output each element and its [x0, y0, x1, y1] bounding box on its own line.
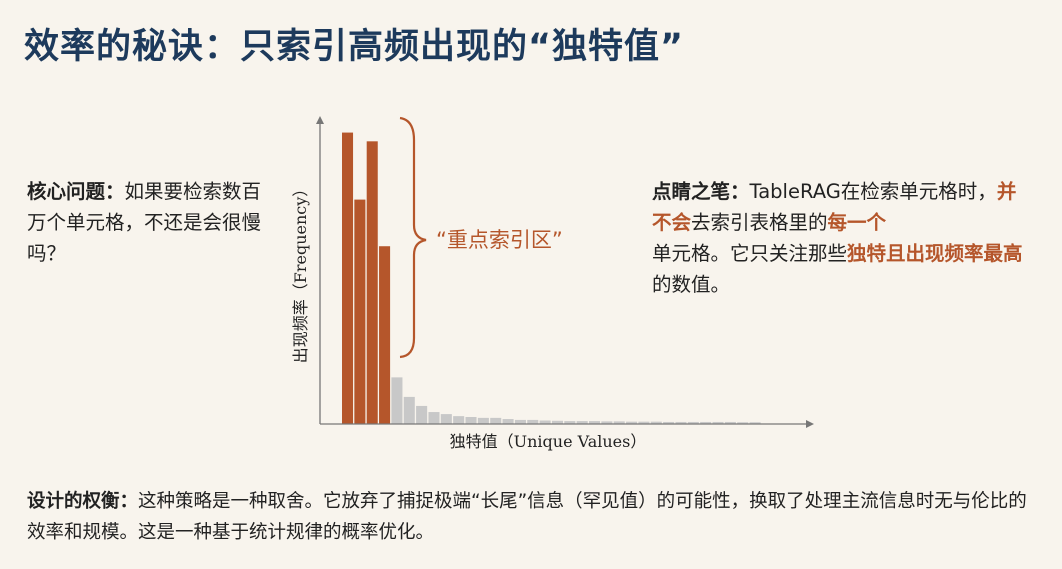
bar-long-tail [650, 421, 662, 424]
bar-high-frequency [379, 246, 391, 424]
highlight-text: 并不会 [652, 180, 1017, 234]
right-note-text: 的数值。 [652, 273, 731, 296]
x-axis-label: 独特值（Unique Values） [450, 432, 647, 451]
bar-long-tail [527, 419, 539, 424]
bar-long-tail [440, 414, 452, 424]
bottom-note-label: 设计的权衡： [27, 491, 139, 512]
bar-high-frequency [342, 132, 354, 425]
right-note-text: TableRAG在检索单元格时， [749, 180, 997, 203]
bar-long-tail [564, 421, 576, 424]
bar-long-tail [663, 421, 675, 424]
bar-long-tail [675, 421, 687, 424]
bar-long-tail [589, 421, 601, 424]
bar-long-tail [613, 421, 625, 424]
bottom-note: 设计的权衡：这种策略是一种取舍。它放弃了捕捉极端“长尾”信息（罕见值）的可能性，… [27, 486, 1037, 548]
bar-high-frequency [366, 141, 378, 425]
bar-long-tail [638, 421, 650, 424]
bar-long-tail [539, 420, 551, 424]
bar-long-tail [700, 421, 712, 424]
bar-long-tail [490, 417, 502, 424]
bar-long-tail [749, 422, 761, 424]
y-axis-arrow [316, 116, 324, 124]
right-note-label: 点睛之笔： [652, 180, 750, 203]
bar-long-tail [453, 416, 465, 424]
bar-long-tail [416, 405, 428, 424]
bar-long-tail [576, 421, 588, 424]
bar-long-tail [687, 421, 699, 424]
left-note: 核心问题：如果要检索数百万个单元格，不还是会很慢吗？ [27, 176, 267, 269]
x-axis-arrow [806, 420, 814, 428]
bar-long-tail [502, 419, 514, 424]
bar-long-tail [737, 422, 749, 424]
bar-long-tail [477, 417, 489, 424]
bars [342, 132, 761, 425]
bar-long-tail [626, 421, 638, 424]
bottom-note-text: 这种策略是一种取舍。它放弃了捕捉极端“长尾”信息（罕见值）的可能性，换取了处理主… [27, 491, 1027, 543]
highlight-text: 独特且出现频率最高 [847, 242, 1023, 265]
bar-long-tail [403, 396, 415, 424]
left-note-label: 核心问题： [27, 180, 125, 203]
bar-long-tail [428, 412, 440, 424]
bar-long-tail [391, 377, 403, 424]
highlight-text: 每一个 [827, 211, 887, 234]
focus-zone-label: “重点索引区” [436, 228, 563, 252]
right-note-text: 单元格。它只关注那些 [652, 242, 848, 265]
bar-long-tail [465, 417, 477, 424]
y-axis-label: 出现频率（Frequency） [291, 181, 310, 364]
right-note: 点睛之笔：TableRAG在检索单元格时，并不会去索引表格里的每一个单元格。它只… [652, 176, 1032, 300]
bar-long-tail [724, 421, 736, 424]
right-note-text: 去索引表格里的 [691, 211, 828, 234]
bar-high-frequency [354, 199, 366, 424]
bar-long-tail [712, 421, 724, 424]
curly-brace [399, 116, 427, 359]
left-note-text: 如果要检索数百万个单元格，不还是会很慢吗？ [27, 180, 262, 265]
bar-long-tail [514, 419, 526, 424]
bar-long-tail [551, 420, 563, 424]
bar-long-tail [601, 421, 613, 424]
slide-title: 效率的秘诀：只索引高频出现的“独特值” [24, 27, 685, 67]
